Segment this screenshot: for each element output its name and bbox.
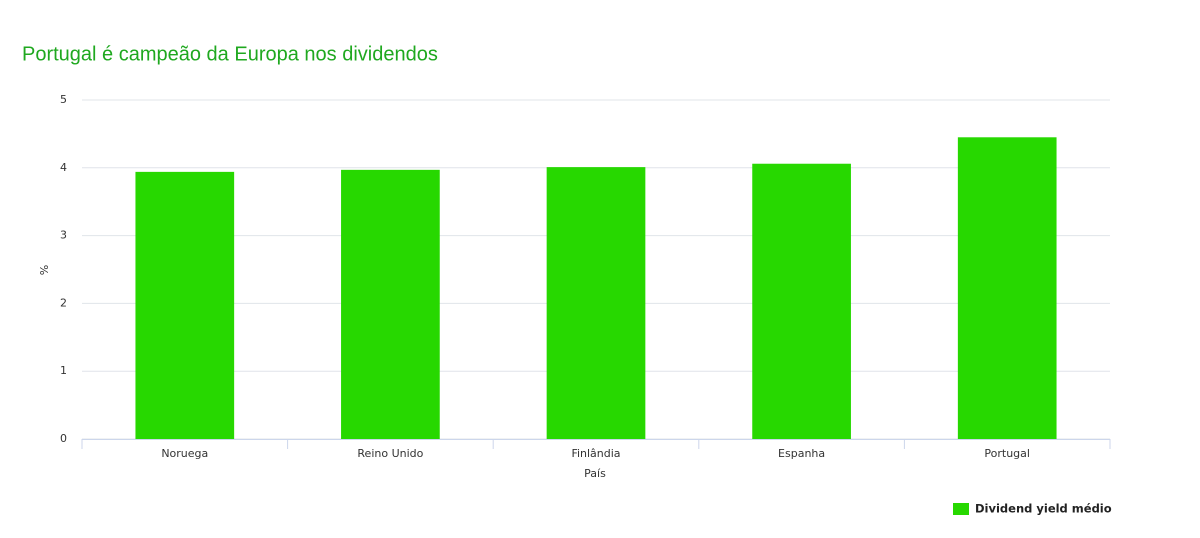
x-tick-label: Portugal — [984, 447, 1030, 460]
bar — [341, 169, 440, 440]
bar — [135, 171, 235, 440]
x-tick-label: Noruega — [161, 447, 208, 460]
x-tick-label: Reino Unido — [357, 447, 423, 460]
bar — [752, 163, 851, 439]
y-tick-label: 0 — [60, 432, 67, 445]
y-tick-label: 4 — [60, 161, 67, 174]
x-tick-label: Espanha — [778, 447, 825, 460]
legend-label: Dividend yield médio — [975, 502, 1112, 516]
legend-swatch — [953, 503, 969, 515]
bar — [957, 137, 1057, 440]
x-tick-label: Finlândia — [571, 447, 620, 460]
y-tick-label: 2 — [60, 296, 67, 309]
y-tick-label: 5 — [60, 93, 67, 106]
bar — [546, 167, 646, 439]
chart-title: Portugal é campeão da Europa nos dividen… — [22, 43, 438, 65]
y-axis-label: % — [38, 265, 51, 275]
y-tick-label: 3 — [60, 229, 67, 242]
x-axis-label: País — [584, 467, 606, 480]
y-tick-label: 1 — [60, 364, 67, 377]
